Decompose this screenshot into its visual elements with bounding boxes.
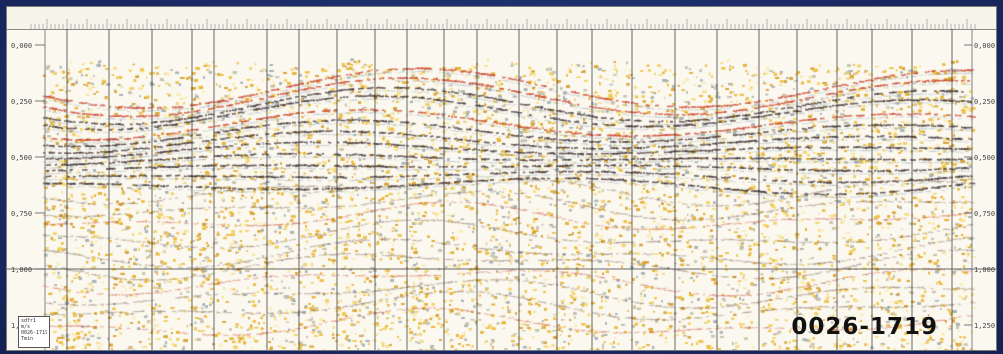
time-label-right: 1,000 [974,266,995,274]
time-label-left: 1,000 [11,266,32,274]
time-label-left: 0,500 [11,154,32,162]
time-label-right: 0,250 [974,98,995,106]
time-label-left: 0,250 [11,98,32,106]
legend-box: sdfr1 m/s 0026-1719 Tmin [18,316,50,348]
time-label-right: 0,750 [974,210,995,218]
time-label-left: 0,750 [11,210,32,218]
seismic-data-image [7,7,996,350]
legend-line-2: m/s [21,324,31,330]
section-id-label: 0026-1719 [791,314,938,340]
grid-overlay: 0,000 0,000 0,250 0,250 0,500 0,500 0,750 0,750… [7,19,996,350]
time-label-left: 0,000 [11,42,32,50]
legend-line-4: Tmin [21,336,34,342]
shotpoint-ruler [7,7,996,30]
legend-line-1: sdfr1 [21,318,37,324]
time-label-right: 0,000 [974,42,995,50]
time-label-right: 1,250 [974,322,995,330]
legend-line-3: 0026-1719 [21,330,47,336]
time-label-right: 0,500 [974,154,995,162]
seismic-section-panel: 0,000 0,000 0,250 0,250 0,500 0,500 0,750 0,750… [6,6,997,351]
